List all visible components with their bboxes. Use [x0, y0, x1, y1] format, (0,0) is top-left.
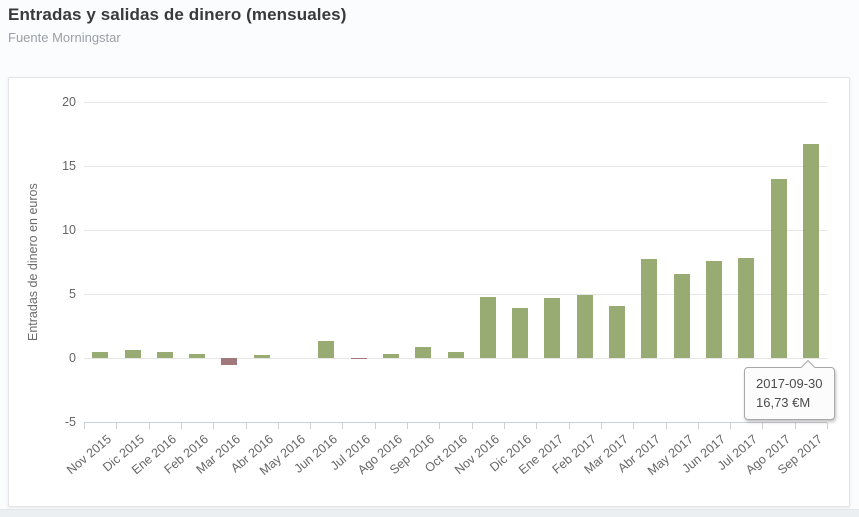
axis-tick — [504, 423, 505, 429]
bar-dic-2016[interactable] — [512, 308, 529, 358]
gridline — [84, 294, 827, 295]
bar-oct-2016[interactable] — [447, 351, 464, 358]
tooltip-date: 2017-09-30 — [756, 376, 823, 391]
axis-tick — [180, 423, 182, 429]
gridline — [84, 230, 827, 231]
axis-tick — [633, 423, 635, 429]
axis-tick — [827, 423, 828, 429]
axis-tick — [148, 423, 150, 429]
bar-mar-2016[interactable] — [221, 358, 238, 365]
bar-jul-2017[interactable] — [738, 258, 755, 358]
bar-ene-2017[interactable] — [544, 297, 561, 358]
bar-abr-2017[interactable] — [641, 259, 658, 358]
tooltip-value: 16,73 €M — [756, 395, 811, 410]
y-axis-tick-label: 10 — [62, 223, 76, 237]
gridline — [84, 102, 827, 103]
page-subtitle: Fuente Morningstar — [8, 30, 121, 45]
axis-tick — [536, 423, 538, 429]
axis-tick — [116, 423, 118, 429]
axis-tick — [310, 423, 312, 429]
axis-tick — [762, 423, 764, 429]
bar-feb-2016[interactable] — [189, 354, 206, 358]
bar-feb-2017[interactable] — [576, 294, 593, 358]
money-flows-bar-chart: Entradas de dinero en euros 20 15 10 5 0 -5 N… — [9, 78, 849, 506]
axis-tick — [84, 423, 85, 429]
bar-sep-2016[interactable] — [415, 347, 432, 358]
bar-abr-2016[interactable] — [253, 354, 270, 358]
bar-mar-2017[interactable] — [609, 305, 625, 358]
axis-tick — [568, 423, 570, 429]
axis-tick — [600, 423, 602, 429]
y-axis-tick-label: 15 — [62, 159, 76, 173]
bar-jun-2017[interactable] — [705, 260, 722, 358]
tooltip: 2017-09-30 16,73 €M — [744, 359, 835, 420]
bar-ago-2017[interactable] — [770, 179, 787, 358]
axis-tick — [665, 423, 667, 429]
tooltip-caret — [800, 359, 816, 375]
bar-dic-2015[interactable] — [124, 349, 141, 358]
axis-tick — [697, 423, 699, 429]
chart-card: Entradas de dinero en euros 20 15 10 5 0 -5 N… — [8, 77, 850, 507]
y-axis-tick-label: 5 — [69, 287, 76, 301]
axis-tick — [245, 423, 247, 429]
gridline — [84, 166, 827, 167]
bar-jun-2016[interactable] — [318, 341, 335, 358]
y-axis-tick-label: -5 — [64, 415, 76, 429]
y-axis-title: Entradas de dinero en euros — [26, 183, 40, 341]
bar-jul-2016[interactable] — [350, 358, 367, 360]
axis-tick — [213, 423, 215, 429]
axis-tick — [277, 423, 279, 429]
y-axis-tick-label: 0 — [69, 351, 76, 365]
axis-tick — [342, 423, 344, 429]
y-axis-tick-label: 20 — [62, 95, 76, 109]
axis-tick — [374, 423, 376, 429]
axis-tick — [730, 423, 732, 429]
bar-nov-2016[interactable] — [479, 297, 496, 358]
gridline — [84, 358, 827, 359]
page-background-strip — [0, 509, 859, 517]
axis-tick — [794, 423, 796, 429]
axis-tick — [407, 423, 408, 429]
page-title: Entradas y salidas de dinero (mensuales) — [8, 5, 347, 24]
axis-tick — [439, 423, 441, 429]
x-axis-line — [84, 422, 827, 423]
bar-may-2017[interactable] — [673, 273, 690, 358]
bar-nov-2015[interactable] — [92, 352, 109, 358]
bar-ene-2016[interactable] — [156, 352, 173, 358]
bar-ago-2016[interactable] — [382, 354, 399, 358]
bar-sep-2017[interactable] — [802, 143, 819, 358]
chart-header: Entradas y salidas de dinero (mensuales)… — [8, 5, 346, 45]
axis-tick — [471, 423, 473, 429]
